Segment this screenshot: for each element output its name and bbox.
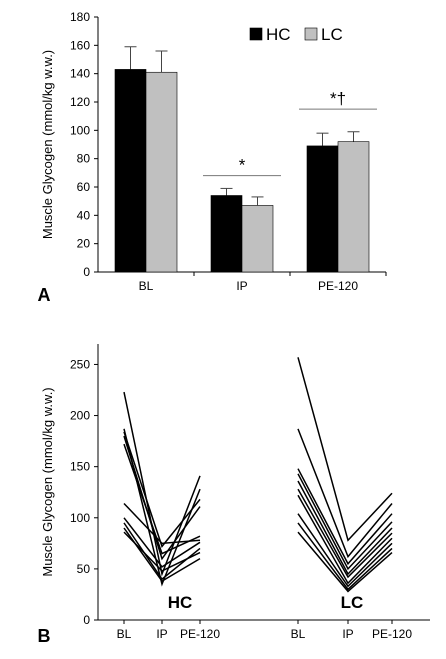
bar-hc-bl [114,69,147,273]
subject-line-hc [123,502,201,545]
subject-line-lc [297,488,393,579]
y-tick-label: 20 [77,237,91,251]
significance-mark: * [239,156,246,175]
legend-label-lc: LC [321,25,343,44]
bar-lc-ip [241,205,274,273]
y-tick-label-b: 50 [77,562,91,576]
y-tick-label-b: 0 [83,613,90,627]
subject-line-lc [297,494,393,585]
y-tick-label: 100 [70,123,90,137]
x-tick-label-b: IP [342,627,353,641]
subject-line-hc [123,517,201,568]
y-tick-label: 140 [70,67,90,81]
subject-line-hc [123,431,201,548]
y-tick-label: 60 [77,180,91,194]
subject-line-lc [297,513,393,588]
subject-line-lc [297,531,393,593]
subject-line-hc [123,435,201,561]
group-label-hc: HC [168,593,193,612]
y-tick-label: 0 [83,265,90,279]
y-tick-label-b: 100 [70,511,90,525]
bar-lc-pe-120 [337,141,370,273]
y-tick-label: 80 [77,152,91,166]
x-tick-label-b: PE-120 [180,627,220,641]
y-tick-label: 180 [70,10,90,24]
bar-hc-pe-120 [306,145,339,273]
x-tick-label: BL [139,279,154,293]
subject-line-lc [297,473,393,571]
subject-line-lc [297,468,393,566]
subject-line-hc [123,531,201,572]
x-tick-label-b: PE-120 [372,627,412,641]
panel-label-b: B [38,626,51,646]
subject-line-hc [123,443,201,555]
y-tick-label-b: 250 [70,357,90,371]
panel-label-a: A [38,285,51,305]
y-axis-label: Muscle Glycogen (mmol/kg w.w.) [40,50,55,239]
y-axis-label-b: Muscle Glycogen (mmol/kg w.w.) [40,387,55,576]
legend-swatch-lc [304,27,318,41]
bar-hc-ip [210,195,243,273]
bar-lc-bl [145,71,178,273]
significance-mark: *† [330,89,346,108]
subject-line-hc [123,391,201,577]
y-tick-label-b: 150 [70,460,90,474]
y-tick-label: 120 [70,95,90,109]
y-tick-label: 40 [77,208,91,222]
subject-line-lc [297,357,393,542]
x-tick-label-b: BL [291,627,306,641]
x-tick-label: PE-120 [318,279,358,293]
y-tick-label-b: 200 [70,409,90,423]
group-label-lc: LC [341,593,364,612]
x-tick-label-b: IP [156,627,167,641]
x-tick-label-b: BL [117,627,132,641]
x-tick-label: IP [236,279,247,293]
legend-label-hc: HC [266,25,291,44]
y-tick-label: 160 [70,38,90,52]
subject-line-lc [297,428,393,559]
subject-line-lc [297,522,393,591]
subject-line-lc [297,480,393,576]
legend-swatch-hc [249,27,263,41]
